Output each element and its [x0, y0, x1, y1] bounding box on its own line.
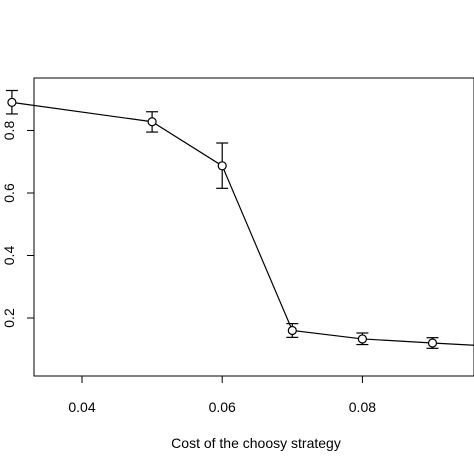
y-tick-label: 0.2 — [1, 308, 17, 328]
data-point — [217, 161, 227, 171]
x-axis: 0.040.060.080.100.120.14 — [68, 375, 474, 415]
y-tick-label: 0.6 — [1, 183, 17, 203]
data-point — [7, 97, 17, 107]
x-tick-label: 0.08 — [349, 399, 376, 415]
plot-area-frame — [33, 77, 474, 377]
y-axis: 0.2 0.4 0.6 0.8 — [1, 121, 35, 328]
data-point — [357, 334, 367, 344]
x-tick-label: 0.04 — [68, 399, 95, 415]
series-group — [5, 89, 474, 349]
y-tick-label: 0.4 — [1, 246, 17, 266]
x-tick-label: 0.06 — [209, 399, 236, 415]
data-point — [427, 338, 438, 348]
series-line — [11, 101, 474, 346]
data-point — [147, 117, 157, 127]
x-axis-title: Cost of the choosy strategy — [171, 435, 341, 451]
y-tick-label: 0.8 — [1, 121, 17, 141]
data-point — [287, 325, 297, 336]
